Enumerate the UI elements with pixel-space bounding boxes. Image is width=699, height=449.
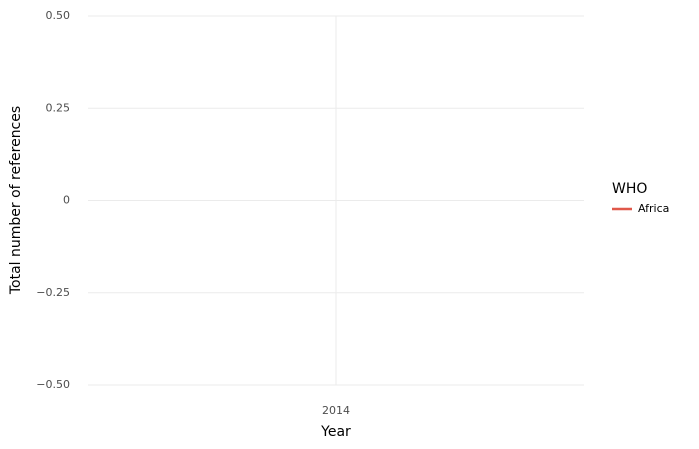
y-tick-label: 0.25 xyxy=(46,101,71,114)
y-axis-title: Total number of references xyxy=(8,106,24,295)
legend-title: WHO xyxy=(612,181,647,197)
y-tick-label: −0.25 xyxy=(36,286,70,299)
y-tick-label: −0.50 xyxy=(36,378,70,391)
x-axis-title: Year xyxy=(320,424,351,440)
legend-label: Africa xyxy=(638,202,669,215)
y-tick-label: 0 xyxy=(63,194,70,207)
y-tick-label: 0.50 xyxy=(46,9,71,22)
x-tick-label: 2014 xyxy=(322,404,350,417)
